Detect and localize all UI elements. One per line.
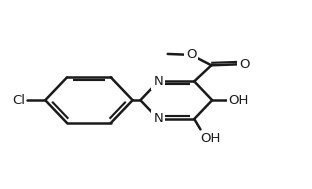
Text: Cl: Cl [12,94,26,107]
Text: OH: OH [200,132,221,145]
Text: OH: OH [228,94,248,107]
Text: O: O [186,48,196,61]
Text: O: O [240,58,250,71]
Text: N: N [154,75,163,88]
Text: N: N [154,112,163,125]
